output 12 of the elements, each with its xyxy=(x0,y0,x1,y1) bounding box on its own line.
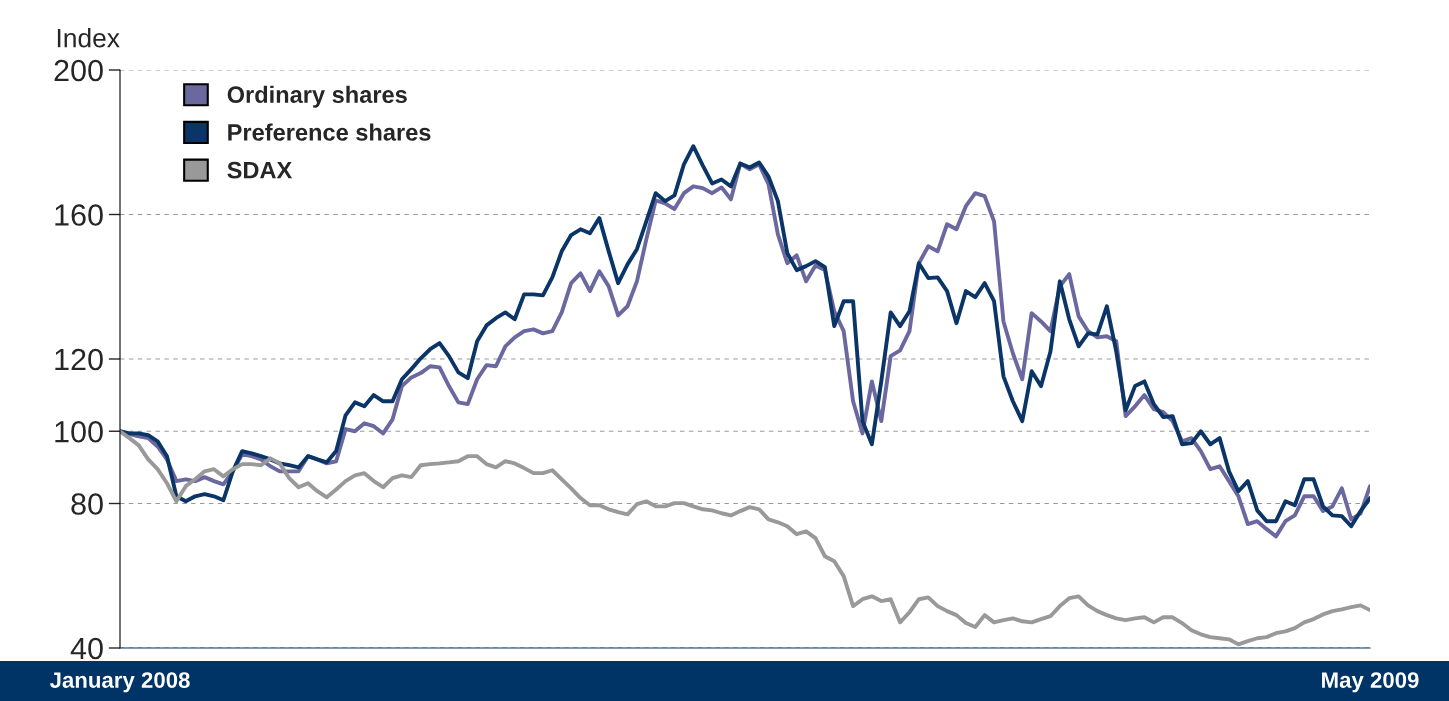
y-tick-label: 40 xyxy=(70,637,103,660)
x-tick-label: May 2009 xyxy=(1322,672,1419,693)
y-tick-label: 160 xyxy=(55,204,103,226)
y-tick-label: 120 xyxy=(55,348,103,371)
legend-label: Ordinary shares xyxy=(227,85,407,108)
y-tick-label: 80 xyxy=(71,493,103,515)
y-tick-label: 100 xyxy=(55,420,103,443)
x-tick-label: January 2008 xyxy=(49,672,190,693)
y-tick-label: 200 xyxy=(54,59,103,82)
legend-label: Preference shares xyxy=(228,123,431,141)
legend-label: SDAX xyxy=(227,161,293,179)
y-axis-title: Index xyxy=(57,28,120,48)
